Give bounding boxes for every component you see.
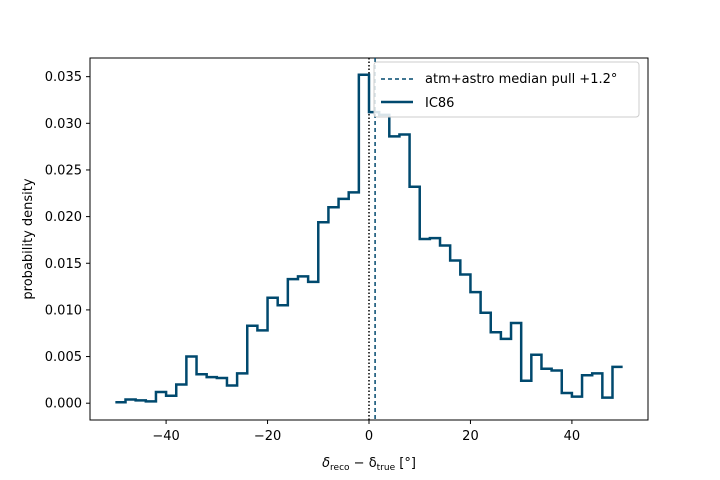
x-tick-label: −20: [254, 429, 281, 444]
y-tick-label: 0.035: [45, 70, 82, 85]
x-axis-label-unit: [°]: [395, 456, 416, 471]
series-layer: [115, 73, 623, 404]
series-ic86-step-line: [115, 73, 623, 404]
reference-lines: [368, 58, 376, 420]
x-tick-label: −40: [152, 429, 179, 444]
x-axis-label-delta: δ: [322, 456, 330, 471]
x-axis-label-sub-true: true: [377, 463, 396, 473]
x-axis-label-minus: − δ: [350, 456, 377, 471]
x-tick-label: 20: [462, 429, 479, 444]
y-axis-label: probability density: [21, 178, 36, 299]
y-tick-label: 0.005: [45, 350, 82, 365]
x-axis-label: δreco − δtrue [°]: [322, 456, 416, 473]
y-tick-label: 0.025: [45, 163, 82, 178]
legend-box: [373, 61, 640, 118]
y-axis-ticks: 0.000 0.005 0.010 0.015 0.020 0.025 0.030 0.035: [45, 70, 90, 412]
x-tick-label: 0: [365, 429, 373, 444]
x-axis-label-sub-reco: reco: [330, 463, 350, 473]
x-tick-label: 40: [564, 429, 581, 444]
y-tick-label: 0.000: [45, 397, 82, 412]
legend-dashed-label: atm+astro median pull +1.2°: [425, 72, 617, 87]
legend: atm+astro median pull +1.2° IC86: [373, 61, 640, 118]
legend-solid-label: IC86: [425, 96, 454, 111]
x-axis-ticks: −40 −20 0 20 40: [152, 420, 580, 444]
y-tick-label: 0.015: [45, 257, 82, 272]
y-tick-label: 0.030: [45, 117, 82, 132]
y-tick-label: 0.020: [45, 210, 82, 225]
y-tick-label: 0.010: [45, 303, 82, 318]
